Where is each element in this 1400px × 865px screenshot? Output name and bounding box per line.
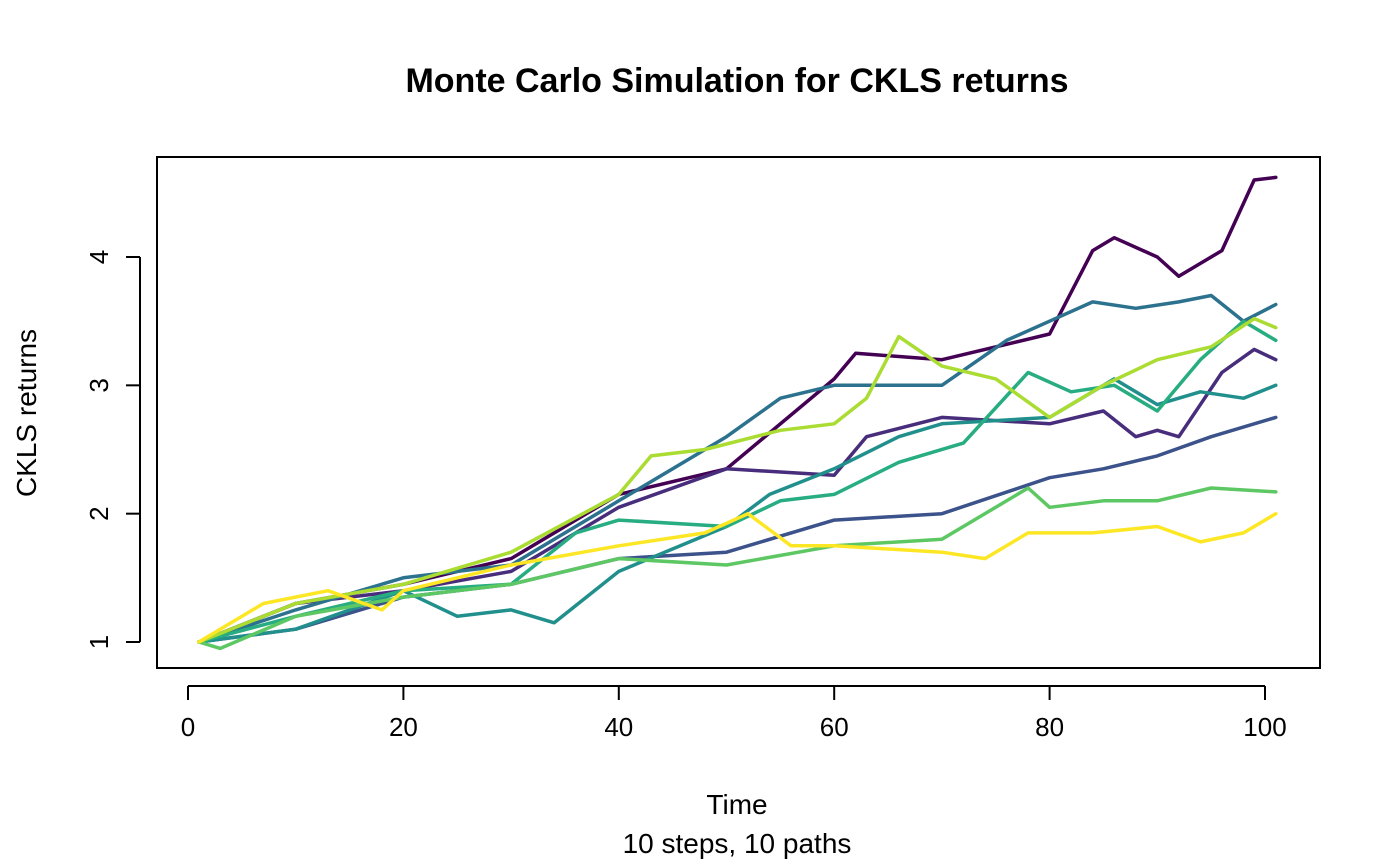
y-tick-label-1: 1 (84, 635, 114, 649)
series-line-1 (197, 175, 1278, 644)
x-axis-label: Time (706, 789, 767, 820)
y-tick-label-3: 3 (84, 378, 114, 392)
x-tick-label-20: 20 (389, 712, 418, 742)
y-tick-label-4: 4 (84, 250, 114, 264)
series-line-6 (197, 319, 1278, 644)
x-tick-label-40: 40 (604, 712, 633, 742)
x-axis: 0 20 40 60 80 100 (181, 685, 1287, 742)
x-tick-label-0: 0 (181, 712, 195, 742)
series-line-9 (197, 511, 1278, 644)
x-tick-label-80: 80 (1035, 712, 1064, 742)
plot-frame (156, 156, 1321, 669)
series-line-2 (197, 347, 1278, 644)
y-axis: 1 2 3 4 (84, 250, 141, 649)
x-axis-subtitle: 10 steps, 10 paths (623, 828, 852, 859)
series-line-4 (197, 293, 1278, 644)
series-line-7 (197, 486, 1278, 651)
chart-title: Monte Carlo Simulation for CKLS returns (405, 62, 1068, 100)
x-tick-label-60: 60 (820, 712, 849, 742)
y-tick-label-2: 2 (84, 506, 114, 520)
y-axis-label: CKLS returns (11, 329, 42, 497)
series-layer (197, 175, 1278, 651)
series-line-8 (197, 316, 1278, 644)
x-tick-label-100: 100 (1243, 712, 1286, 742)
